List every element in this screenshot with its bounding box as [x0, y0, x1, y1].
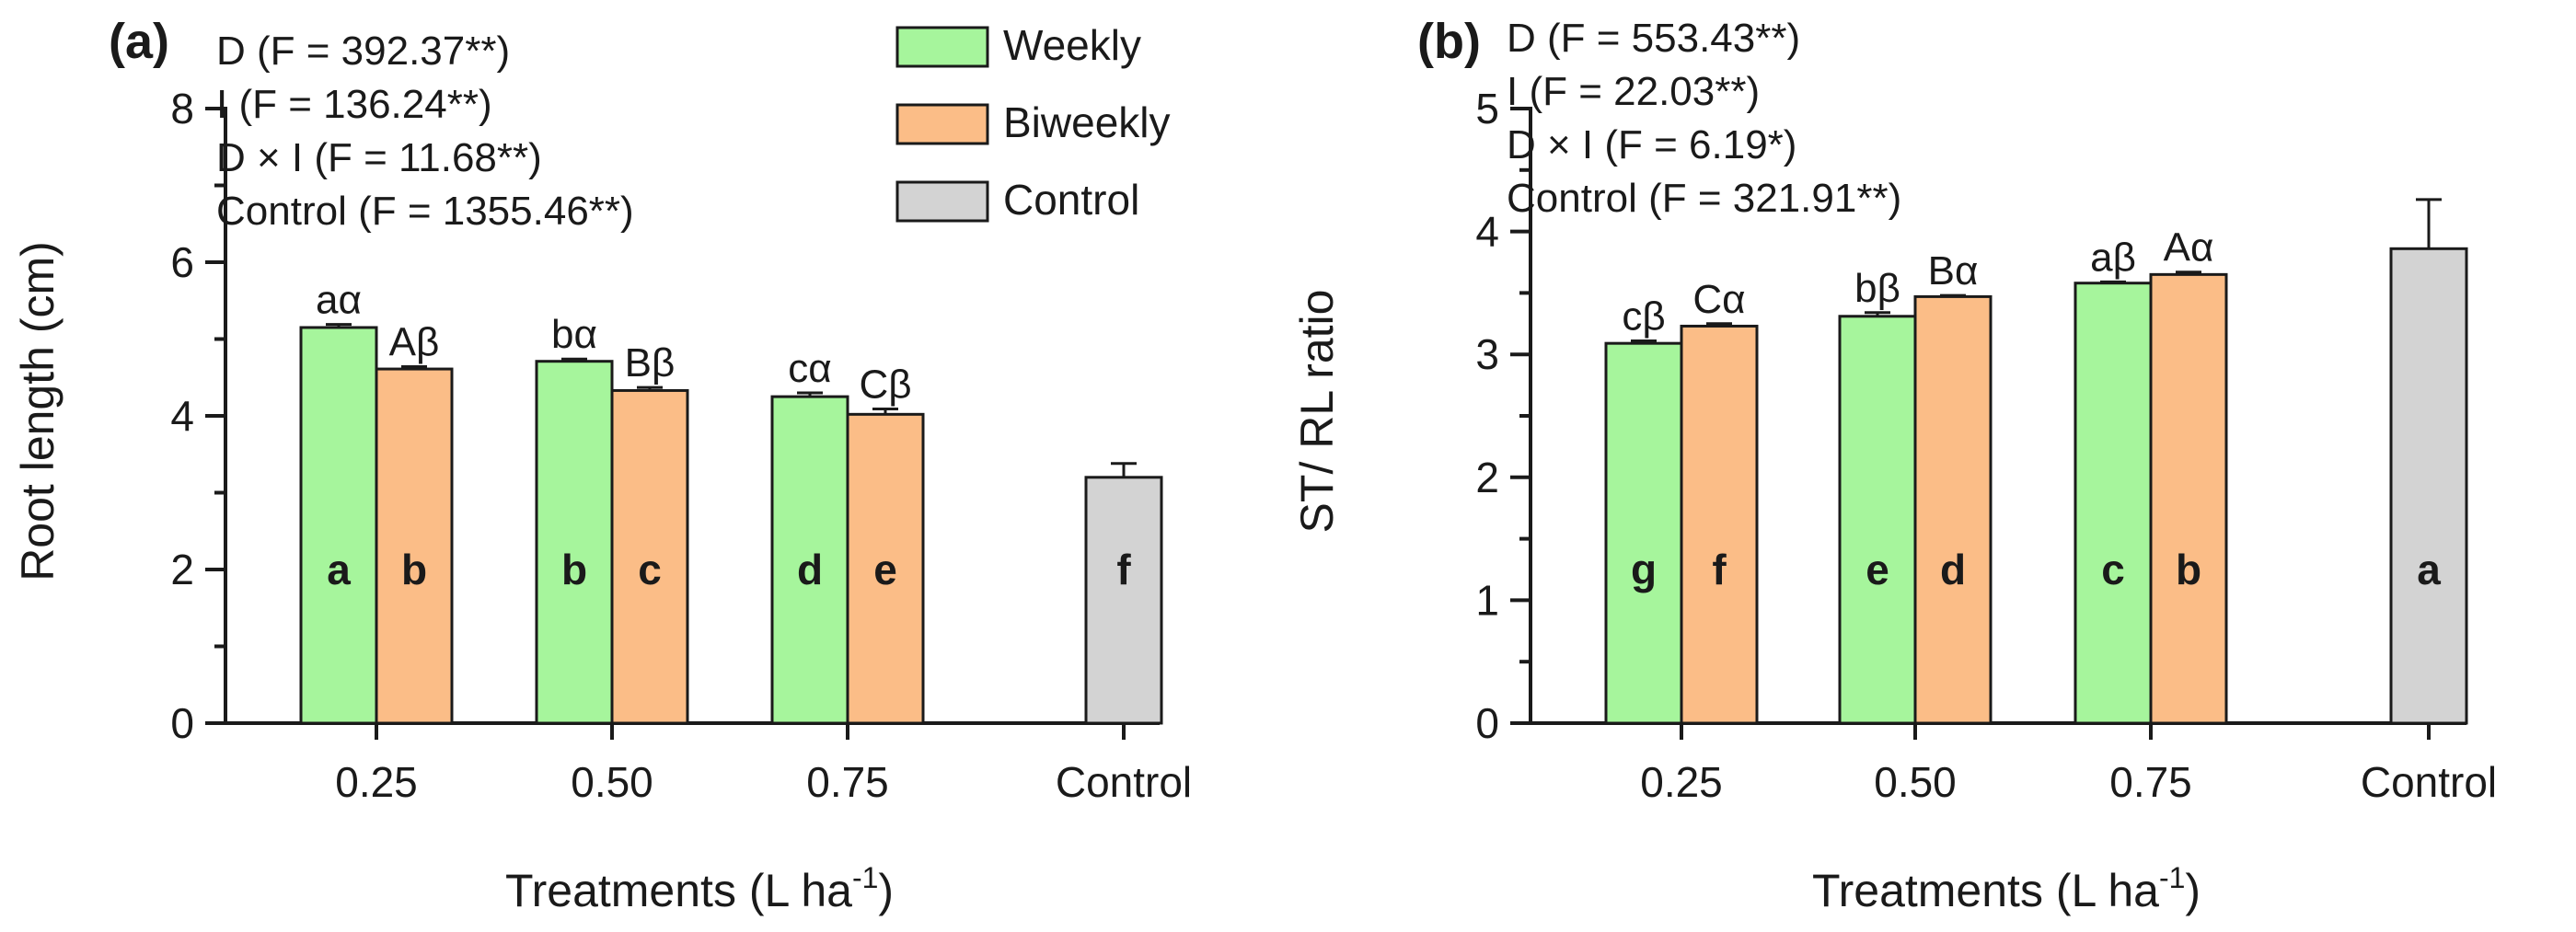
- bar-inner-label: a: [2417, 546, 2441, 593]
- x-tick-label: 0.50: [1874, 758, 1957, 806]
- x-axis-label-main: Treatments (L ha: [505, 865, 852, 916]
- x-tick-label: Control: [1056, 758, 1192, 806]
- bar-inner-label: b: [561, 546, 587, 593]
- bar-inner-label: e: [873, 546, 897, 593]
- x-axis-label-end: ): [2185, 865, 2201, 916]
- anova-annotation: D (F = 553.43**): [1507, 16, 1800, 61]
- bar-top-label: aβ: [2090, 235, 2136, 280]
- y-tick-label: 2: [1475, 454, 1499, 501]
- y-axis-label: Root length (cm): [12, 241, 64, 581]
- bar-inner-label: d: [1940, 546, 1966, 593]
- bar-inner-label: c: [638, 546, 662, 593]
- legend-label-control: Control: [1003, 176, 1139, 224]
- x-axis-label: Treatments (L ha-1): [1812, 861, 2201, 916]
- y-tick-label: 0: [1475, 699, 1499, 747]
- bar-inner-label: a: [327, 546, 351, 593]
- bar-weekly: [2074, 282, 2153, 725]
- bar-control: [1084, 476, 1163, 725]
- bar-top-label: Cα: [1692, 277, 1745, 322]
- bar-top-label: Bα: [1928, 248, 1979, 293]
- x-axis-label-main: Treatments (L ha: [1812, 865, 2159, 916]
- x-axis-label-superscript: -1: [2159, 861, 2185, 894]
- x-axis-label: Treatments (L ha-1): [505, 861, 894, 916]
- bar-top-label: Bβ: [625, 340, 676, 385]
- bar-top-label: Aβ: [389, 320, 440, 365]
- x-axis-label-end: ): [878, 865, 894, 916]
- bar-inner-label: c: [2101, 546, 2125, 593]
- legend-label-biweekly: Biweekly: [1003, 98, 1171, 146]
- y-tick-label: 5: [1475, 85, 1499, 132]
- legend-swatch-weekly: [895, 26, 989, 68]
- bar-weekly: [1604, 341, 1683, 725]
- bar-inner-label: b: [401, 546, 427, 593]
- anova-annotation: I (F = 136.24**): [216, 82, 492, 127]
- bar-top-label: aα: [316, 278, 362, 323]
- y-tick-label: 0: [170, 699, 194, 747]
- x-tick-label: Control: [2361, 758, 2497, 806]
- bar-biweekly: [1913, 294, 1993, 725]
- bar-biweekly: [375, 367, 454, 725]
- legend-swatch-biweekly: [895, 103, 989, 145]
- bar-inner-label: f: [1116, 546, 1131, 593]
- y-axis-label: ST/ RL ratio: [1291, 290, 1343, 534]
- anova-annotation: I (F = 22.03**): [1507, 69, 1760, 114]
- x-axis-label-superscript: -1: [852, 861, 878, 894]
- bar-top-label: cβ: [1622, 294, 1665, 339]
- bar-top-label: bβ: [1854, 266, 1900, 311]
- bar-inner-label: b: [2176, 546, 2201, 593]
- bar-top-label: Aα: [2164, 225, 2214, 270]
- bar-top-label: Cβ: [859, 362, 911, 407]
- x-tick-label: 0.75: [2109, 758, 2192, 806]
- bar-weekly: [299, 326, 378, 725]
- bar-biweekly: [846, 412, 925, 725]
- y-tick-label: 2: [170, 546, 194, 593]
- y-tick-label: 4: [170, 392, 194, 440]
- bar-top-label: bα: [551, 312, 597, 357]
- legend-label-weekly: Weekly: [1003, 21, 1141, 69]
- bar-biweekly: [1680, 324, 1759, 725]
- bar-weekly: [1838, 315, 1917, 725]
- bar-top-label: cα: [788, 346, 831, 391]
- bar-inner-label: g: [1631, 546, 1657, 593]
- x-tick-label: 0.25: [335, 758, 418, 806]
- bar-biweekly: [2149, 272, 2228, 725]
- bar-inner-label: e: [1866, 546, 1889, 593]
- x-tick-label: 0.75: [806, 758, 889, 806]
- anova-annotation: Control (F = 1355.46**): [216, 189, 634, 234]
- panel-label: (b): [1417, 14, 1481, 69]
- anova-annotation: D × I (F = 11.68**): [216, 135, 542, 180]
- bar-inner-label: d: [797, 546, 823, 593]
- panel-label: (a): [109, 14, 169, 69]
- y-tick-label: 6: [170, 238, 194, 286]
- anova-annotation: D (F = 392.37**): [216, 29, 510, 74]
- y-tick-label: 3: [1475, 330, 1499, 378]
- y-tick-label: 1: [1475, 576, 1499, 624]
- x-tick-label: 0.25: [1640, 758, 1723, 806]
- bar-weekly: [535, 360, 614, 725]
- x-tick-label: 0.50: [571, 758, 653, 806]
- legend-swatch-control: [895, 180, 989, 223]
- bar-biweekly: [610, 388, 689, 725]
- y-tick-label: 8: [170, 85, 194, 132]
- bar-inner-label: f: [1712, 546, 1727, 593]
- anova-annotation: Control (F = 321.91**): [1507, 176, 1901, 221]
- y-tick-label: 4: [1475, 208, 1499, 256]
- bar-weekly: [770, 395, 849, 725]
- bar-control: [2389, 247, 2468, 725]
- anova-annotation: D × I (F = 6.19*): [1507, 122, 1796, 167]
